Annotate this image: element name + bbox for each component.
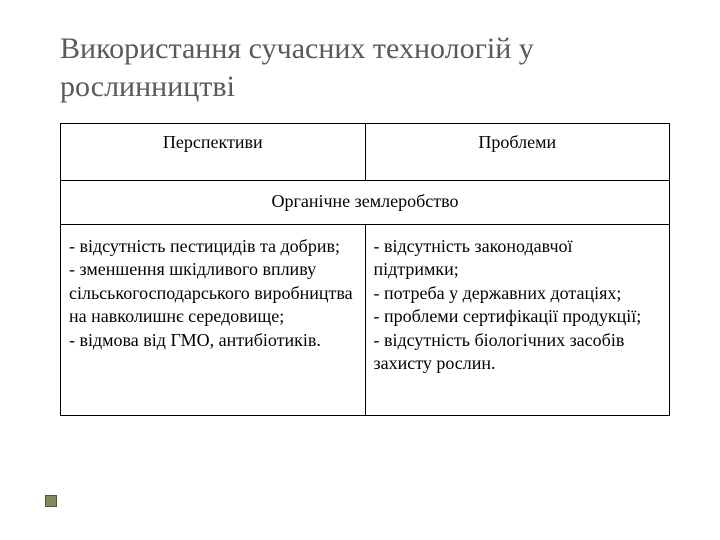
section-title: Органічне землеробство [61, 181, 670, 225]
list-item: - проблеми сертифікації продукції; [374, 305, 660, 328]
list-item: - відсутність законодавчої підтримки; [374, 235, 660, 282]
slide: Використання сучасних технологій у росли… [0, 0, 720, 540]
decorative-bullet-icon [45, 495, 57, 507]
list-item: - відмова від ГМО, антибіотиків. [69, 329, 355, 352]
list-item: - зменшення шкідливого впливу сільського… [69, 258, 355, 328]
table-section-row: Органічне землеробство [61, 181, 670, 225]
list-item: - відсутність пестицидів та добрив; [69, 235, 355, 258]
column-header-perspectives: Перспективи [61, 124, 366, 181]
content-table: Перспективи Проблеми Органічне землеробс… [60, 123, 670, 416]
list-item: - відсутність біологічних засобів захист… [374, 329, 660, 376]
table-body-row: - відсутність пестицидів та добрив; - зм… [61, 225, 670, 416]
cell-perspectives: - відсутність пестицидів та добрив; - зм… [61, 225, 366, 416]
column-header-problems: Проблеми [365, 124, 670, 181]
slide-title: Використання сучасних технологій у росли… [60, 30, 670, 105]
cell-problems: - відсутність законодавчої підтримки; - … [365, 225, 670, 416]
list-item: - потреба у державних дотаціях; [374, 282, 660, 305]
table-header-row: Перспективи Проблеми [61, 124, 670, 181]
